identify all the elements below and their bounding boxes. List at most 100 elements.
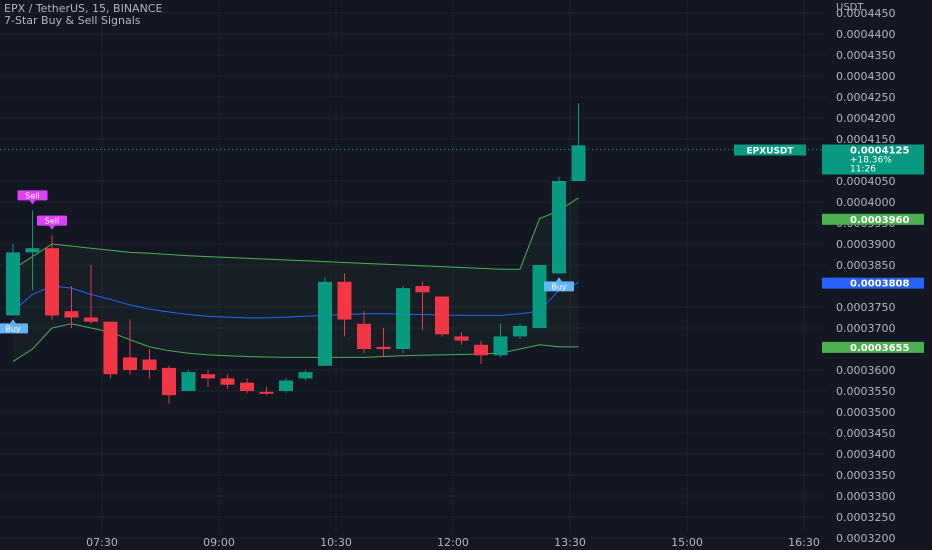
candle-body (240, 382, 254, 391)
candle[interactable] (513, 323, 527, 339)
candle[interactable] (259, 386, 274, 396)
candle[interactable] (493, 323, 508, 358)
time-tick: 12:00 (437, 536, 469, 549)
candle-body (532, 265, 547, 328)
signal-text: Buy (551, 282, 567, 291)
signal-badge (0, 323, 28, 334)
price-tick: 0.0003350 (836, 469, 896, 482)
price-tick: 0.0003250 (836, 511, 896, 524)
price-tick: 0.0003500 (836, 406, 896, 419)
candle-body (279, 380, 293, 391)
candle-body (357, 323, 371, 349)
candle[interactable] (571, 103, 586, 181)
sell-signal-label[interactable]: Sell (37, 215, 67, 230)
time-tick: 16:30 (788, 536, 820, 549)
price-tick: 0.0003200 (836, 532, 896, 545)
candle-body (6, 252, 20, 316)
candle[interactable] (201, 370, 215, 387)
price-tick: 0.0004300 (836, 70, 896, 83)
candle[interactable] (376, 328, 391, 358)
candle-body (415, 286, 430, 293)
candle-body (64, 311, 79, 318)
candle[interactable] (337, 273, 352, 337)
candle[interactable] (357, 311, 371, 354)
candle[interactable] (162, 365, 176, 404)
candle-body (259, 391, 274, 394)
candle-body (142, 359, 157, 370)
candle[interactable] (103, 321, 118, 379)
middle-band-value-bg (822, 277, 924, 289)
symbol-title[interactable]: EPX / TetherUS, 15, BINANCE (4, 2, 163, 15)
candle-body (298, 372, 313, 379)
candle[interactable] (415, 281, 430, 331)
upper-band-value-text: 0.0003960 (850, 215, 910, 226)
currency-label: USDT (836, 2, 864, 13)
lower-band-value-text: 0.0003655 (850, 343, 910, 354)
symbol-tag-bg (734, 144, 806, 156)
price-tick: 0.0003750 (836, 301, 896, 314)
candle[interactable] (318, 277, 332, 366)
candle-body (376, 346, 391, 349)
candle[interactable] (220, 374, 235, 389)
candle[interactable] (142, 349, 157, 379)
sell-signal-label[interactable]: Sell (17, 190, 48, 205)
candle-body (220, 378, 235, 385)
candle[interactable] (123, 319, 137, 375)
candle-body (103, 321, 118, 375)
price-tick: 0.0003600 (836, 364, 896, 377)
price-tick: 0.0004250 (836, 91, 896, 104)
candle-body (45, 248, 59, 316)
candle[interactable] (474, 340, 488, 364)
lower-band-value: 0.0003655 (822, 341, 924, 354)
signal-text: Buy (5, 324, 21, 333)
candle-body (493, 336, 508, 356)
indicator-name[interactable]: 7-Star Buy & Sell Signals (4, 14, 141, 27)
lower-band-value-bg (822, 341, 924, 353)
price-tick: 0.0003450 (836, 427, 896, 440)
signal-pointer (49, 225, 55, 230)
candle[interactable] (25, 210, 40, 291)
candle[interactable] (181, 370, 196, 391)
candle[interactable] (6, 244, 20, 316)
last-price-bg (822, 144, 924, 175)
signal-pointer (10, 319, 16, 324)
last-price-value: 0.0004125 (850, 146, 910, 157)
candle[interactable] (435, 296, 449, 337)
price-tick: 0.0004150 (836, 133, 896, 146)
candle[interactable] (240, 378, 254, 394)
upper-band-line (12, 197, 579, 270)
candle-body (513, 325, 527, 337)
candle[interactable] (279, 378, 293, 394)
candle[interactable] (298, 370, 313, 381)
candle[interactable] (454, 332, 469, 345)
candle-body (435, 296, 449, 335)
time-tick: 09:00 (203, 536, 235, 549)
price-tick: 0.0004350 (836, 49, 896, 62)
candle[interactable] (532, 265, 547, 328)
price-tick: 0.0003900 (836, 238, 896, 251)
signal-badge (37, 215, 67, 226)
signal-text: Sell (45, 217, 59, 226)
middle-band-line (12, 282, 579, 319)
buy-signal-label[interactable]: Buy (0, 319, 28, 333)
time-tick: 10:30 (320, 536, 352, 549)
middle-band-value: 0.0003808 (822, 277, 924, 290)
signal-pointer (29, 200, 36, 205)
candle-body (25, 248, 40, 253)
price-tick: 0.0003850 (836, 259, 896, 272)
time-axis[interactable]: 07:30 09:00 10:30 12:00 13:30 15:00 16:30 (86, 536, 820, 549)
upper-band-value: 0.0003960 (822, 213, 924, 226)
candle[interactable] (552, 176, 566, 274)
candle[interactable] (64, 286, 79, 328)
price-tick: 0.0004400 (836, 28, 896, 41)
buy-signal-label[interactable]: Buy (544, 277, 574, 292)
candle[interactable] (45, 235, 59, 320)
candle[interactable] (84, 265, 98, 324)
price-tick: 0.0003400 (836, 448, 896, 461)
time-tick: 07:30 (86, 536, 118, 549)
candle[interactable] (396, 286, 410, 354)
price-tick: 0.0004450 (836, 7, 896, 20)
price-tick: 0.0003550 (836, 385, 896, 398)
